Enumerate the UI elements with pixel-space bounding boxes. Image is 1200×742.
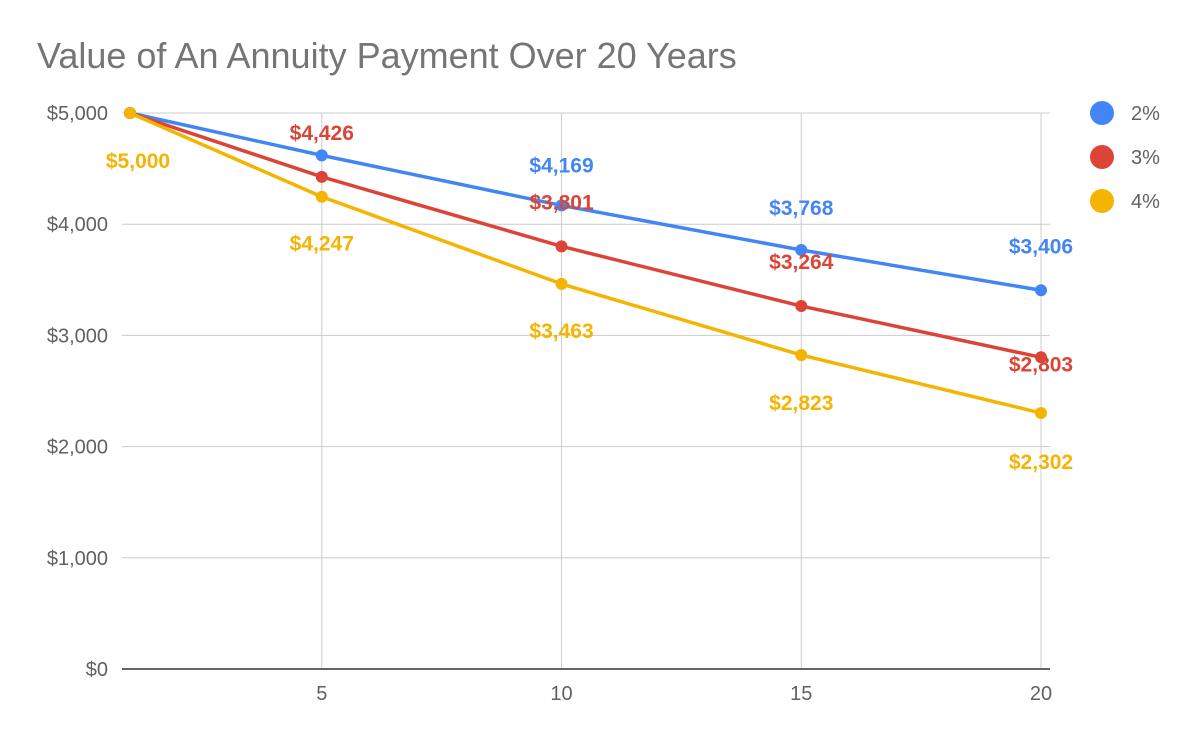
- data-point: [555, 240, 568, 253]
- data-point: [795, 243, 808, 256]
- data-point: [1035, 407, 1047, 420]
- data-point: [315, 170, 328, 183]
- data-label: $3,768: [769, 197, 834, 220]
- data-label: $2,302: [1009, 451, 1073, 474]
- data-label: $4,247: [290, 233, 354, 256]
- data-point: [315, 190, 328, 203]
- y-tick-label: $2,000: [47, 437, 108, 459]
- y-tick-label: $4,000: [47, 214, 108, 236]
- axes: $0 $1,000 $2,000 $3,000 $4,000 $5,000 5 10 15 20: [47, 103, 1052, 705]
- data-point: [795, 349, 808, 362]
- data-point: [795, 300, 808, 313]
- legend: 2% 3% 4%: [1090, 101, 1160, 213]
- data-point: [1035, 284, 1047, 297]
- x-tick-label: 5: [316, 683, 327, 705]
- legend-swatch: [1090, 101, 1114, 125]
- data-label: $2,803: [1009, 353, 1073, 376]
- y-tick-label: $0: [86, 659, 108, 681]
- gridlines: [122, 112, 1050, 669]
- chart-title: Value of An Annuity Payment Over 20 Year…: [37, 35, 737, 76]
- data-labels: $4,169 $3,768 $3,406 $4,426 $3,801 $3,264 $2,8…: [106, 122, 1073, 474]
- x-tick-label: 20: [1030, 683, 1052, 705]
- legend-swatch: [1090, 145, 1114, 169]
- legend-swatch: [1090, 189, 1114, 213]
- data-point: [555, 199, 568, 212]
- legend-label: 2%: [1131, 103, 1160, 125]
- data-point: [315, 149, 328, 162]
- y-tick-label: $3,000: [47, 325, 108, 347]
- series-lines: [124, 107, 1047, 420]
- y-tick-label: $1,000: [47, 548, 108, 570]
- data-label: $3,406: [1009, 235, 1073, 258]
- data-point: [1035, 351, 1047, 364]
- data-label: $3,264: [769, 251, 834, 274]
- data-label: $3,463: [529, 320, 593, 343]
- data-point: [124, 107, 136, 119]
- data-point: [555, 277, 568, 290]
- data-label: $3,801: [529, 191, 594, 214]
- legend-label: 3%: [1131, 147, 1160, 169]
- data-label: $5,000: [106, 150, 170, 173]
- x-tick-label: 10: [550, 683, 572, 705]
- data-label: $4,426: [290, 122, 354, 145]
- x-tick-label: 15: [790, 683, 812, 705]
- y-tick-label: $5,000: [47, 103, 108, 125]
- legend-label: 4%: [1131, 191, 1160, 213]
- data-label: $4,169: [529, 154, 593, 177]
- data-label: $2,823: [769, 392, 833, 415]
